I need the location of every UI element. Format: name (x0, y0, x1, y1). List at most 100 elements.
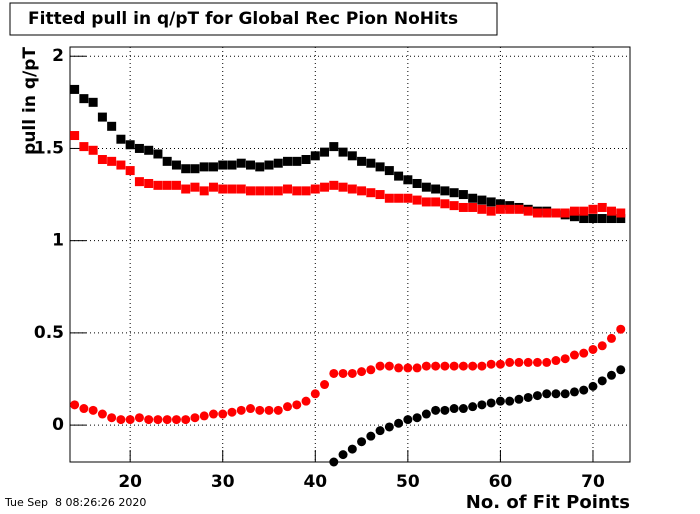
point (532, 357, 542, 367)
point (227, 160, 237, 170)
point (320, 147, 330, 157)
point (421, 409, 431, 419)
x-tick-label: 30 (211, 472, 235, 492)
point (403, 415, 413, 425)
point (79, 404, 89, 414)
point (181, 415, 191, 425)
point (532, 391, 542, 401)
point (542, 208, 552, 218)
x-tick-label: 70 (581, 472, 605, 492)
point (144, 145, 154, 155)
point (375, 190, 385, 200)
point (310, 151, 320, 161)
point (264, 186, 274, 196)
point (255, 405, 265, 415)
point (588, 204, 598, 214)
point (449, 188, 459, 198)
point (153, 149, 163, 159)
point (560, 354, 570, 364)
point (551, 208, 561, 218)
point (440, 199, 450, 209)
point (236, 184, 246, 194)
point (116, 134, 126, 144)
point (366, 431, 376, 441)
point (190, 413, 200, 423)
point (144, 415, 154, 425)
point (375, 361, 385, 371)
y-tick-label: 0.5 (34, 323, 64, 343)
point (523, 392, 533, 402)
point (449, 201, 459, 211)
point (412, 413, 422, 423)
point (236, 405, 246, 415)
chart-title: Fitted pull in q/pT for Global Rec Pion … (28, 9, 458, 29)
point (181, 184, 191, 194)
point (514, 394, 524, 404)
point (338, 147, 348, 157)
point (301, 186, 311, 196)
point (384, 422, 394, 432)
point (606, 333, 616, 343)
point (412, 195, 422, 205)
point (588, 381, 598, 391)
point (338, 450, 348, 460)
point (208, 182, 218, 192)
point (218, 409, 228, 419)
point (495, 396, 505, 406)
point (468, 402, 478, 412)
point (505, 396, 515, 406)
point (144, 178, 154, 188)
point (384, 361, 394, 371)
point (181, 164, 191, 174)
point (569, 212, 579, 222)
point (569, 387, 579, 397)
point (310, 184, 320, 194)
point (301, 396, 311, 406)
point (162, 180, 172, 190)
point (283, 184, 293, 194)
point (588, 344, 598, 354)
point (199, 411, 209, 421)
point (292, 186, 302, 196)
point (579, 206, 589, 216)
point (153, 415, 163, 425)
point (134, 177, 144, 187)
point (171, 160, 181, 170)
point (134, 413, 144, 423)
point (616, 214, 626, 224)
point (273, 405, 283, 415)
point (97, 409, 107, 419)
point (514, 357, 524, 367)
point (542, 357, 552, 367)
point (477, 204, 487, 214)
point (162, 156, 172, 166)
point (606, 206, 616, 216)
point (394, 171, 404, 181)
point (329, 457, 339, 467)
point (125, 166, 135, 176)
point (125, 415, 135, 425)
point (366, 158, 376, 168)
point (347, 368, 357, 378)
point (569, 206, 579, 216)
point (477, 195, 487, 205)
point (97, 155, 107, 165)
point (245, 186, 255, 196)
point (227, 184, 237, 194)
point (458, 361, 468, 371)
point (107, 121, 117, 131)
point (347, 151, 357, 161)
point (88, 97, 98, 107)
point (597, 214, 607, 224)
point (320, 182, 330, 192)
point (458, 202, 468, 212)
point (79, 142, 89, 152)
point (88, 145, 98, 155)
point (88, 405, 98, 415)
point (70, 400, 80, 410)
point (495, 359, 505, 369)
point (440, 361, 450, 371)
point (171, 180, 181, 190)
y-axis-label: pull in q/pT (20, 47, 40, 155)
point (310, 389, 320, 399)
